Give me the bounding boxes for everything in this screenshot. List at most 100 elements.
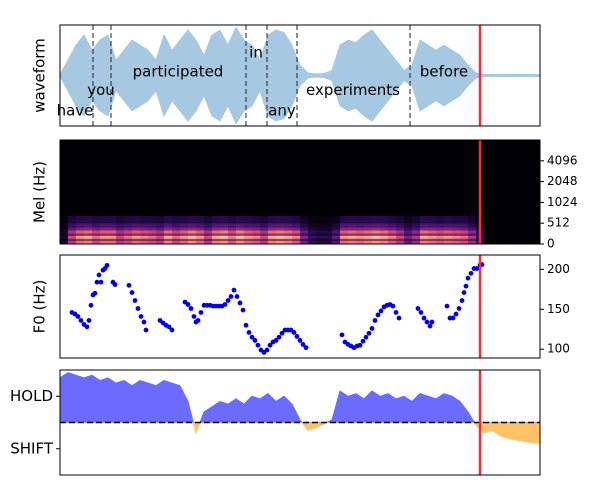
spectrogram-cell — [204, 233, 213, 236]
f0-point — [86, 318, 92, 323]
spectrogram-cell — [276, 215, 285, 224]
spectrogram-cell — [220, 215, 229, 224]
f0-point — [474, 266, 480, 271]
f0-point — [237, 300, 243, 306]
f0-point — [468, 270, 474, 276]
spectrogram-cell — [396, 215, 405, 224]
spectrogram-cell — [388, 223, 397, 228]
spectrogram-cell — [468, 240, 477, 244]
spectrogram-cell — [76, 240, 85, 244]
spectrogram-cell — [428, 227, 437, 231]
spectrogram-cell — [396, 238, 405, 241]
spectrogram-cell — [508, 238, 517, 241]
spectrogram-cell — [356, 233, 365, 236]
spectrogram-cell — [132, 233, 141, 236]
spectrogram-cell — [244, 230, 253, 234]
f0-point — [249, 334, 255, 340]
spectrogram-cell — [372, 235, 381, 239]
spectrogram-cell — [212, 230, 221, 234]
spectrogram-cell — [100, 230, 109, 234]
spectrogram-cell — [228, 230, 237, 234]
spectrogram-cell — [300, 215, 309, 224]
f0-point — [459, 298, 465, 303]
f0-point — [357, 342, 363, 348]
spectrogram-cell — [252, 233, 261, 236]
spectrogram-cell — [532, 223, 541, 228]
spectrogram-cell — [108, 227, 117, 231]
spectrogram-cell — [484, 240, 493, 244]
spectrogram-cell — [412, 223, 421, 228]
spectrogram-cell — [524, 230, 533, 234]
spectrogram-cell — [484, 235, 493, 239]
spectrogram-cell — [532, 227, 541, 231]
spectrogram-cell — [524, 223, 533, 228]
spectrogram-cell — [340, 215, 349, 224]
spectrogram-cell — [316, 223, 325, 228]
spectrogram-cell — [100, 240, 109, 244]
spectrogram-cell — [156, 240, 165, 244]
spectrogram-cell — [404, 215, 413, 224]
f0-point — [94, 279, 100, 285]
y-axis-label: F0 (Hz) — [31, 280, 49, 334]
spectrogram-cell — [468, 215, 477, 224]
spectrogram-cell — [212, 215, 221, 224]
spectrogram-cell — [68, 235, 77, 239]
spectrogram-cell — [212, 240, 221, 244]
spectrogram-cell — [156, 235, 165, 239]
spectrogram-cell — [204, 223, 213, 228]
waveform-upper — [59, 26, 541, 76]
spectrogram-cell — [284, 238, 293, 241]
spectrogram-cell — [340, 233, 349, 236]
spectrogram-cell — [76, 230, 85, 234]
spectrogram-cell — [92, 227, 101, 231]
spectrogram-cell — [492, 235, 501, 239]
spectrogram-cell — [492, 238, 501, 241]
spectrogram-cell — [324, 240, 333, 244]
f0-point — [234, 294, 240, 299]
spectrogram-cell — [492, 233, 501, 236]
spectrogram-cell — [500, 223, 509, 228]
spectrogram-cell — [444, 223, 453, 228]
spectrogram-cell — [196, 223, 205, 228]
spectrogram-cell — [156, 238, 165, 241]
spectrogram-cell — [268, 233, 277, 236]
spectrogram-cell — [380, 240, 389, 244]
spectrogram-cell — [420, 235, 429, 239]
spectrogram-cell — [444, 233, 453, 236]
spectrogram-cell — [468, 235, 477, 239]
spectrogram-cell — [124, 227, 133, 231]
spectrogram-cell — [100, 233, 109, 236]
spectrogram-cell — [204, 230, 213, 234]
spectrogram-cell — [196, 233, 205, 236]
spectrogram-cell — [180, 230, 189, 234]
spectrogram-cell — [468, 230, 477, 234]
spectrogram-cell — [180, 223, 189, 228]
spectrogram-cell — [212, 227, 221, 231]
spectrogram-cell — [172, 230, 181, 234]
spectrogram-cell — [364, 223, 373, 228]
spectrogram-cell — [108, 240, 117, 244]
spectrogram-cell — [180, 240, 189, 244]
spectrogram-cell — [140, 223, 149, 228]
spectrogram-cell — [260, 215, 269, 224]
f0-point — [267, 342, 273, 348]
y-tick-label: 0 — [547, 237, 555, 251]
spectrogram-cell — [124, 233, 133, 236]
spectrogram-cell — [492, 223, 501, 228]
spectrogram-cell — [68, 215, 77, 224]
spectrogram-cell — [468, 238, 477, 241]
spectrogram-cell — [220, 233, 229, 236]
spectrogram-cell — [428, 240, 437, 244]
f0-point — [360, 338, 366, 344]
y-tick-label: 4096 — [547, 153, 578, 167]
spectrogram-cell — [516, 235, 525, 239]
spectrogram-cell — [436, 230, 445, 234]
spectrogram-cell — [212, 233, 221, 236]
spectrogram-cell — [436, 223, 445, 228]
spectrogram-cell — [244, 238, 253, 241]
spectrogram-cell — [404, 223, 413, 228]
f0-point — [169, 327, 175, 333]
spectrogram-cell — [180, 227, 189, 231]
spectrogram-cell — [236, 233, 245, 236]
f0-point — [246, 330, 252, 335]
